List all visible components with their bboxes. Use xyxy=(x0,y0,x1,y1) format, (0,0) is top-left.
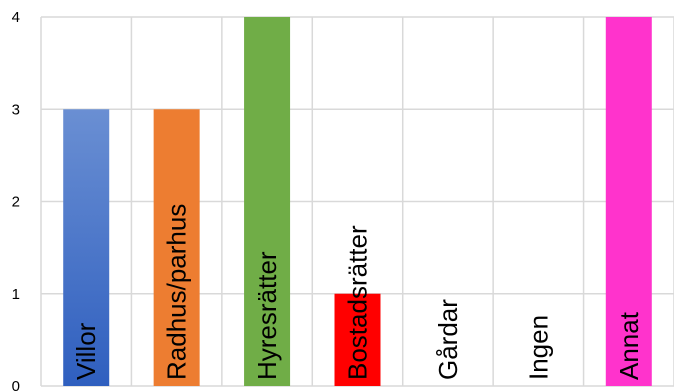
category-label: Annat xyxy=(614,311,644,380)
bar-bostadsrätter xyxy=(334,293,381,386)
category-label: Ingen xyxy=(523,315,553,380)
y-tick-label: 0 xyxy=(12,378,20,392)
y-tick-label: 2 xyxy=(12,194,20,211)
category-label: Bostadsrätter xyxy=(343,225,373,380)
bar-villor xyxy=(63,109,110,386)
bar-radhus-parhus xyxy=(153,109,200,386)
bar-annat xyxy=(605,17,652,386)
y-axis: 0 1 2 3 4 xyxy=(12,9,20,392)
y-tick-label: 1 xyxy=(12,286,20,303)
bar-hyresrätter xyxy=(244,17,291,386)
category-label: Gårdar xyxy=(433,299,463,380)
grid-lines xyxy=(40,16,674,387)
category-label: Hyresrätter xyxy=(252,251,282,380)
y-tick-label: 3 xyxy=(12,101,20,118)
category-label: Radhus/parhus xyxy=(162,204,192,380)
y-tick-label: 4 xyxy=(12,9,20,26)
category-label: Villor xyxy=(71,322,101,380)
bars xyxy=(63,17,652,386)
category-labels: Villor Radhus/parhus Hyresrätter Bostadsrät… xyxy=(71,204,644,380)
